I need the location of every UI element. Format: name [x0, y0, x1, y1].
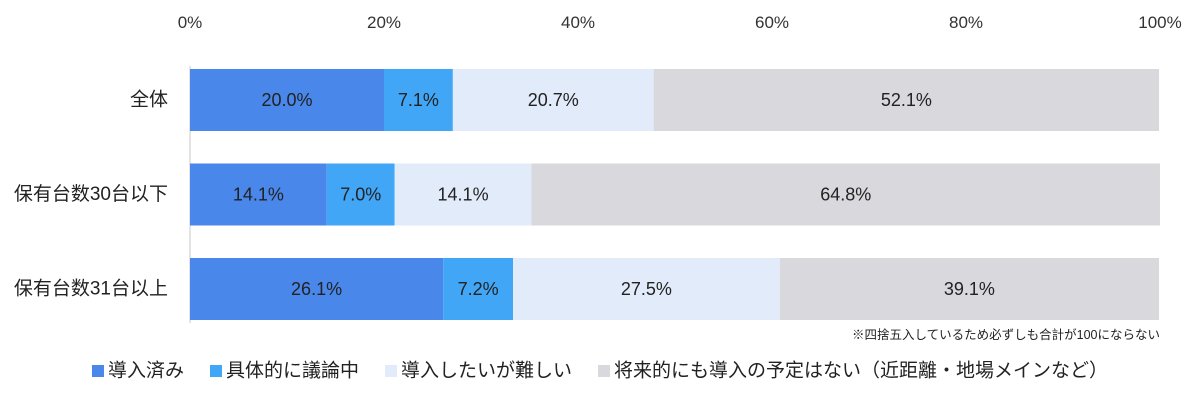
legend-item: 具体的に議論中 — [209, 360, 359, 382]
legend-item: 導入済み — [91, 360, 184, 382]
bar-row: 26.1% 7.2% 27.5% 39.1% — [190, 258, 1160, 320]
category-label: 全体 — [130, 89, 168, 111]
x-tick-label: 40% — [561, 13, 595, 32]
bar-segment-adopted — [190, 258, 444, 320]
legend-item: 導入したいが難しい — [385, 360, 572, 382]
legend-swatch-wanted-but-difficult — [385, 365, 397, 377]
data-label: 7.0% — [340, 185, 381, 205]
data-label: 20.0% — [261, 90, 312, 110]
data-label: 64.8% — [820, 185, 871, 205]
legend-swatch-adopted — [91, 365, 104, 377]
bar-segment-wanted-but-difficult — [394, 163, 532, 226]
data-label: 39.1% — [944, 279, 995, 299]
category-label: 保有台数31台以上 — [14, 278, 168, 300]
legend: 導入済み 具体的に議論中 導入したいが難しい 将来的にも導入の予定はない（近距離・地場… — [91, 360, 1108, 382]
category-label: 保有台数30台以下 — [14, 183, 168, 205]
x-tick-label: 60% — [755, 13, 789, 32]
legend-swatch-under-discussion — [209, 365, 222, 377]
bar-row: 14.1% 7.0% 14.1% 64.8% — [190, 163, 1160, 226]
bars: 20.0% 7.1% 20.7% 52.1% 14.1% 7.0% 14.1% 64.8% 26… — [190, 69, 1160, 320]
bar-row: 20.0% 7.1% 20.7% 52.1% — [190, 69, 1160, 131]
x-tick-label: 100% — [1138, 13, 1181, 32]
bar-segment-wanted-but-difficult — [452, 69, 654, 131]
data-label: 14.1% — [233, 185, 284, 205]
x-tick-label: 0% — [178, 13, 203, 32]
bar-segment-no-plans — [531, 163, 1160, 226]
bar-segment-no-plans — [653, 69, 1160, 131]
data-label: 27.5% — [621, 279, 672, 299]
data-label: 7.2% — [458, 279, 499, 299]
bar-segment-adopted — [190, 163, 327, 226]
data-label: 14.1% — [438, 185, 489, 205]
data-label: 52.1% — [881, 90, 932, 110]
legend-label: 導入したいが難しい — [401, 360, 572, 382]
bar-segment-under-discussion — [326, 163, 395, 226]
data-label: 20.7% — [528, 90, 579, 110]
x-tick-label: 20% — [367, 13, 401, 32]
bar-segment-under-discussion — [384, 69, 453, 131]
legend-label: 具体的に議論中 — [226, 360, 359, 382]
data-label: 7.1% — [398, 90, 439, 110]
bar-segment-wanted-but-difficult — [513, 258, 780, 320]
bar-segment-under-discussion — [443, 258, 514, 320]
bar-segment-adopted — [190, 69, 384, 131]
legend-item: 将来的にも導入の予定はない（近距離・地場メインなど） — [598, 360, 1108, 382]
legend-label: 将来的にも導入の予定はない（近距離・地場メインなど） — [614, 360, 1108, 382]
x-tick-label: 80% — [949, 13, 983, 32]
x-axis: 0% 20% 40% 60% 80% 100% — [178, 13, 1182, 32]
legend-swatch-no-plans — [598, 365, 611, 377]
legend-label: 導入済み — [108, 360, 184, 382]
bar-segment-no-plans — [779, 258, 1160, 320]
data-label: 26.1% — [291, 279, 342, 299]
rounding-note: ※四捨五入しているため必ずしも合計が100にならない — [852, 327, 1160, 342]
